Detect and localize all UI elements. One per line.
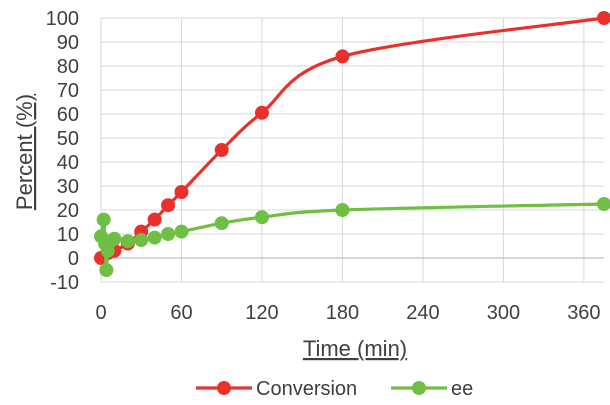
data-point xyxy=(96,212,111,227)
data-point xyxy=(335,49,350,64)
data-point xyxy=(134,233,149,247)
data-point xyxy=(120,234,135,249)
series-line xyxy=(99,202,606,272)
y-tick-label: 100 xyxy=(46,8,79,30)
data-point xyxy=(597,11,610,25)
data-point xyxy=(174,185,189,199)
y-tick-label: -10 xyxy=(50,272,79,294)
x-tick-label: 240 xyxy=(406,302,439,324)
data-point xyxy=(597,197,610,211)
legend-item: ee xyxy=(391,378,473,400)
legend-label: ee xyxy=(451,378,473,400)
x-tick-label: 120 xyxy=(245,302,278,324)
data-point xyxy=(214,216,229,231)
y-tick-label: 80 xyxy=(57,56,79,78)
x-tick-label: 360 xyxy=(567,302,600,324)
y-tick-label: 10 xyxy=(57,224,79,246)
x-tick-label: 60 xyxy=(170,302,192,324)
data-point xyxy=(254,210,269,225)
legend-item: Conversion xyxy=(196,378,357,400)
data-point xyxy=(254,105,269,120)
legend-marker xyxy=(412,381,426,395)
legend-marker xyxy=(217,381,231,395)
x-axis-label: Time (min) xyxy=(303,336,407,361)
series xyxy=(94,11,610,277)
y-tick-label: 30 xyxy=(57,176,79,198)
data-point xyxy=(107,231,122,246)
data-point xyxy=(147,212,162,227)
data-point xyxy=(161,198,176,213)
x-tick-label: 300 xyxy=(487,302,520,324)
legend-label: Conversion xyxy=(256,378,357,400)
data-point xyxy=(174,224,189,239)
y-tick-label: 40 xyxy=(57,152,79,174)
data-point xyxy=(161,227,176,241)
y-tick-label: 60 xyxy=(57,104,79,126)
y-tick-label: 90 xyxy=(57,32,79,54)
axis-labels: Percent (%) Time (min) xyxy=(12,94,407,361)
data-point xyxy=(335,203,350,217)
data-point xyxy=(214,143,229,157)
y-tick-label: 20 xyxy=(57,200,79,222)
data-point xyxy=(99,263,114,277)
y-axis-label: Percent (%) xyxy=(12,94,37,210)
y-tick-label: 50 xyxy=(57,128,79,150)
series-ee xyxy=(94,197,610,277)
y-tick-label: 0 xyxy=(68,248,79,270)
x-tick-label: 0 xyxy=(95,302,106,324)
legend: Conversion ee xyxy=(196,378,473,400)
x-tick-label: 180 xyxy=(326,302,359,324)
data-point xyxy=(147,230,162,245)
grid xyxy=(100,17,604,283)
y-tick-label: 70 xyxy=(57,80,79,102)
